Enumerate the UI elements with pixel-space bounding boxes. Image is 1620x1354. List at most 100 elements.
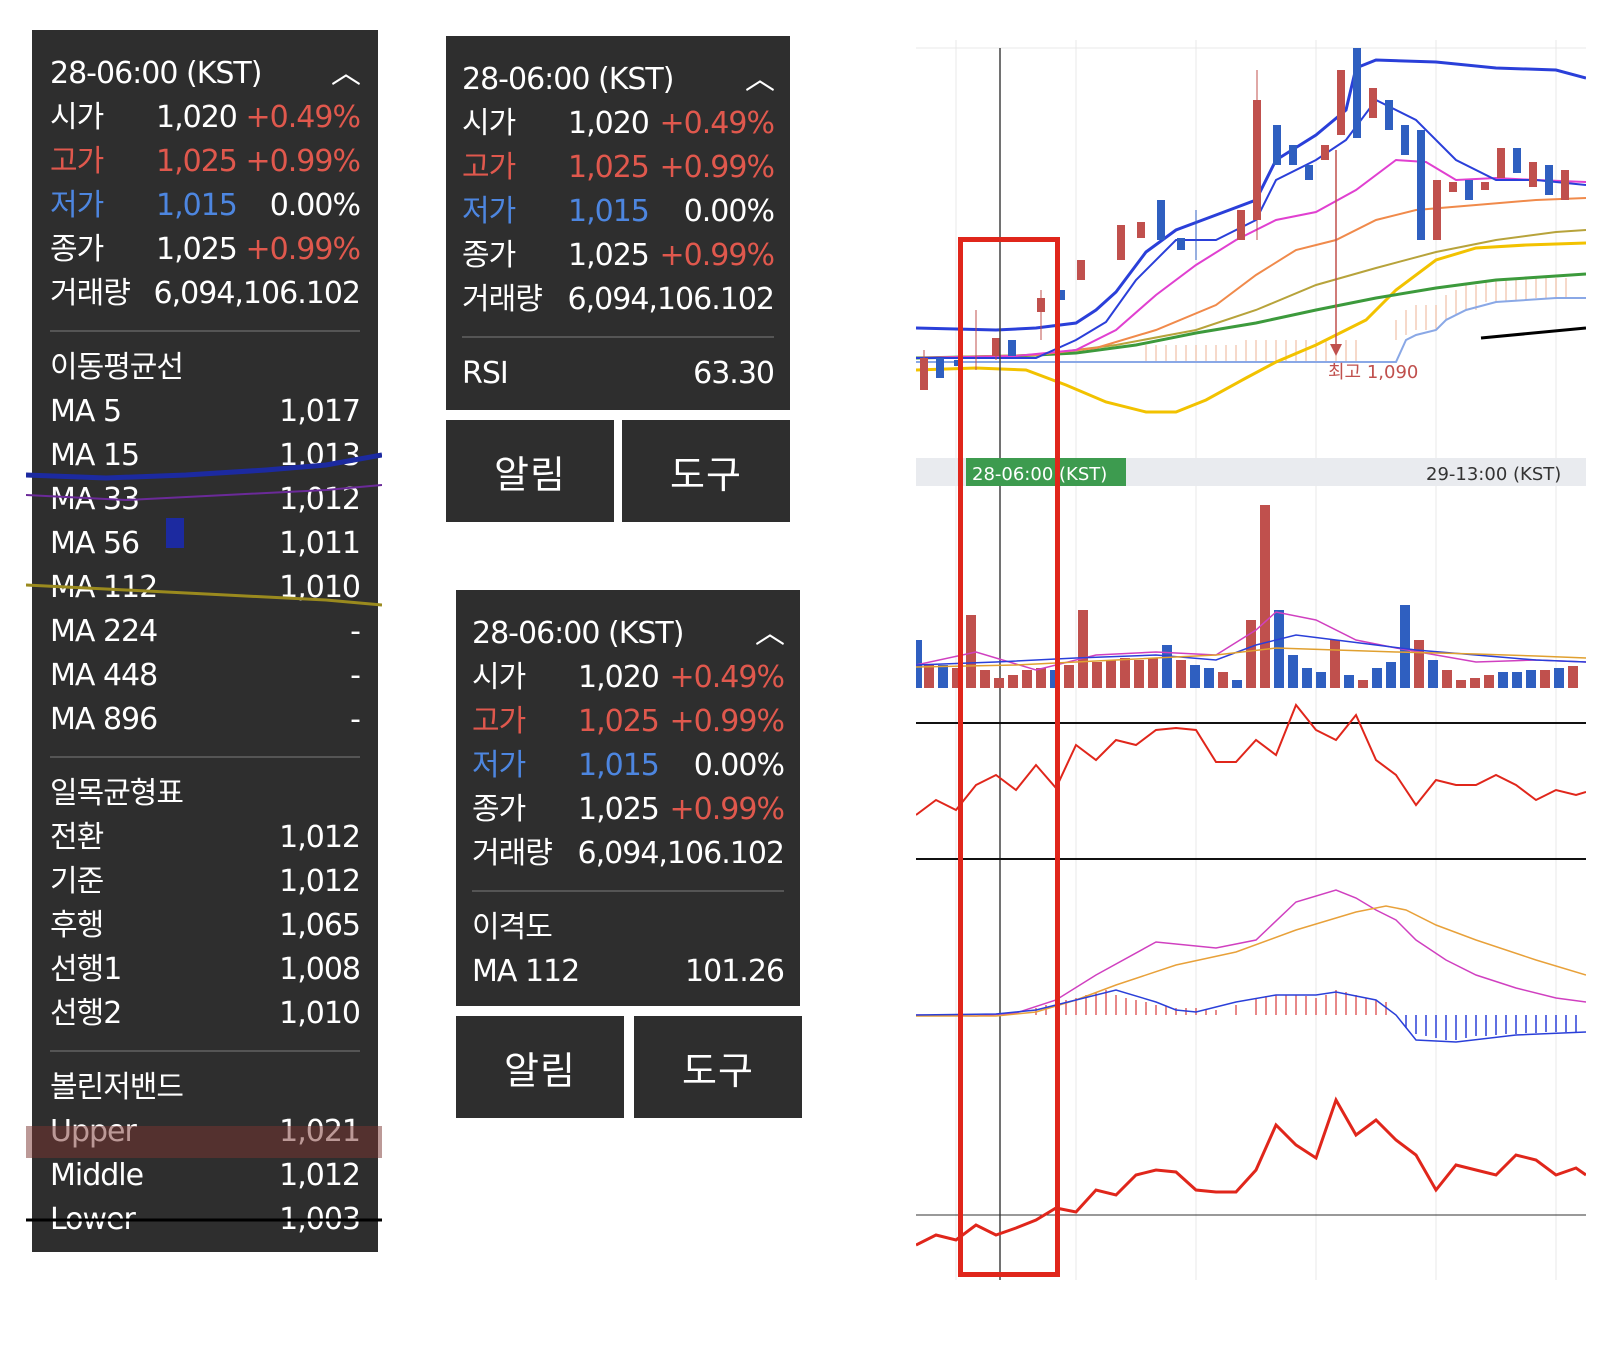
volume-row: 거래량 6,094,106.102: [462, 278, 775, 322]
panel-header: 28-06:00 (KST) ︿: [472, 612, 785, 656]
close-label: 종가: [50, 232, 104, 267]
tools-button[interactable]: 도구: [622, 420, 790, 522]
close-pct: +0.99%: [669, 792, 785, 827]
rsi-row: RSI 63.30: [462, 352, 775, 396]
bollinger-middle: [916, 98, 1586, 359]
ichimoku-label: 후행: [50, 908, 104, 943]
volume-row: 거래량 6,094,106.102: [50, 272, 361, 316]
cloud-boundary: [916, 297, 1586, 363]
ichimoku-list: 전환 1,012 기준 1,012 후행 1,065 선행1 1,008 선행2 1,010: [50, 816, 361, 1036]
open-row: 시가 1,020 +0.49%: [50, 96, 361, 140]
ma-value: 1,013: [279, 438, 361, 473]
high-marker-label: 최고 1,090: [1328, 362, 1418, 383]
ma-value: -: [350, 614, 361, 649]
volume-value: 6,094,106.102: [577, 836, 785, 871]
panel-header: 28-06:00 (KST) ︿: [462, 58, 775, 102]
bollinger-row: Lower 1,003: [50, 1198, 361, 1242]
close-value: 1,025: [578, 792, 660, 827]
low-label: 저가: [50, 188, 104, 223]
divider: [50, 756, 360, 758]
high-value: 1,025: [156, 144, 238, 179]
crosshair-time-label: 28-06:00 (KST): [972, 464, 1107, 485]
ma-row: MA 896 -: [50, 698, 361, 742]
ichimoku-value: 1,010: [279, 996, 361, 1031]
volume-ma-3: [916, 647, 1586, 668]
chevron-up-icon[interactable]: ︿: [331, 56, 361, 91]
lagging-span: [916, 241, 1586, 414]
close-row: 종가 1,025 +0.99%: [50, 228, 361, 272]
ma-label: MA 56: [50, 526, 140, 561]
signal-line: [916, 905, 1586, 1017]
ichimoku-value: 1,012: [279, 820, 361, 855]
price-pane: 최고 1,090: [916, 48, 1586, 414]
chevron-up-icon[interactable]: ︿: [755, 616, 785, 651]
disparity-line: [916, 1096, 1586, 1247]
time-label: 28-06:00 (KST): [50, 56, 262, 91]
tools-button[interactable]: 도구: [634, 1016, 802, 1118]
oscillator-line: [916, 989, 1586, 1043]
ichimoku-row: 선행1 1,008: [50, 948, 361, 992]
ichimoku-label: 기준: [50, 864, 104, 899]
high-row: 고가 1,025 +0.99%: [462, 146, 775, 190]
ma-list: MA 5 1,017 MA 15 1,013 MA 33 1,012 MA 56 1,011 M…: [50, 390, 361, 742]
trend-line: [1480, 326, 1586, 340]
high-label: 고가: [462, 150, 516, 185]
ichimoku-cloud: [1145, 278, 1567, 362]
candles: [920, 48, 1569, 390]
ma-row: MA 56 1,011: [50, 522, 361, 566]
low-row: 저가 1,015 0.00%: [462, 190, 775, 234]
chevron-up-icon[interactable]: ︿: [745, 62, 775, 97]
ma-label: MA 5: [50, 394, 122, 429]
disparity-row: MA 112 101.26: [472, 950, 785, 994]
ma-label: MA 224: [50, 614, 158, 649]
ichimoku-label: 선행2: [50, 996, 122, 1031]
ichimoku-label: 선행1: [50, 952, 122, 987]
divider: [50, 1050, 360, 1052]
low-value: 1,015: [578, 748, 660, 783]
alert-button[interactable]: 알림: [446, 420, 614, 522]
ma-label: MA 15: [50, 438, 140, 473]
ma-magenta: [916, 158, 1586, 359]
ma-orange: [916, 197, 1586, 359]
ma-label: MA 448: [50, 658, 158, 693]
volume-label: 거래량: [472, 836, 553, 871]
ichimoku-value: 1,065: [279, 908, 361, 943]
bollinger-value: 1,021: [279, 1114, 361, 1149]
crosshair-time-badge: [966, 458, 1126, 486]
high-row: 고가 1,025 +0.99%: [50, 140, 361, 184]
ma-value: 1,011: [279, 526, 361, 561]
ma-green: [916, 272, 1586, 360]
ma-row: MA 448 -: [50, 654, 361, 698]
divider: [462, 336, 774, 338]
high-label: 고가: [50, 144, 104, 179]
ma-label: MA 33: [50, 482, 140, 517]
low-row: 저가 1,015 0.00%: [472, 744, 785, 788]
low-value: 1,015: [156, 188, 238, 223]
ichimoku-label: 전환: [50, 820, 104, 855]
high-pct: +0.99%: [659, 150, 775, 185]
bollinger-label: Upper: [50, 1114, 137, 1149]
open-label: 시가: [462, 106, 516, 141]
bollinger-label: Lower: [50, 1202, 136, 1237]
rsi-line: [916, 703, 1586, 816]
info-panel-disparity: 28-06:00 (KST) ︿ 시가 1,020 +0.49% 고가 1,02…: [456, 590, 800, 1006]
alert-button[interactable]: 알림: [456, 1016, 624, 1118]
open-pct: +0.49%: [245, 100, 361, 135]
low-label: 저가: [462, 194, 516, 229]
bollinger-section-title: 볼린저밴드: [50, 1070, 184, 1105]
high-value: 1,025: [568, 150, 650, 185]
ma-label: MA 112: [50, 570, 158, 605]
close-pct: +0.99%: [245, 232, 361, 267]
ichimoku-value: 1,012: [279, 864, 361, 899]
close-row: 종가 1,025 +0.99%: [462, 234, 775, 278]
ma-value: -: [350, 658, 361, 693]
open-value: 1,020: [156, 100, 238, 135]
close-label: 종가: [472, 792, 526, 827]
close-value: 1,025: [568, 238, 650, 273]
time-label: 28-06:00 (KST): [462, 62, 674, 97]
bollinger-list: Upper 1,021 Middle 1,012 Lower 1,003: [50, 1110, 361, 1242]
volume-ma-2: [916, 634, 1586, 666]
ichimoku-value: 1,008: [279, 952, 361, 987]
low-pct: 0.00%: [683, 194, 775, 229]
high-row: 고가 1,025 +0.99%: [472, 700, 785, 744]
